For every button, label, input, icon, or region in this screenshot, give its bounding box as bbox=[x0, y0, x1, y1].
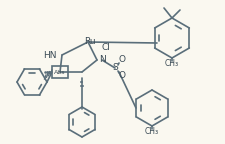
Text: Cl: Cl bbox=[102, 42, 111, 52]
Text: Ru: Ru bbox=[84, 37, 96, 47]
Text: S: S bbox=[112, 64, 118, 72]
Text: HN: HN bbox=[43, 51, 57, 59]
Text: Abs: Abs bbox=[54, 70, 66, 74]
Text: O: O bbox=[119, 72, 126, 80]
FancyBboxPatch shape bbox=[52, 66, 68, 78]
Text: O: O bbox=[119, 55, 126, 65]
Text: CH₃: CH₃ bbox=[165, 58, 179, 68]
Text: CH₃: CH₃ bbox=[145, 126, 159, 136]
Text: N: N bbox=[99, 55, 106, 65]
